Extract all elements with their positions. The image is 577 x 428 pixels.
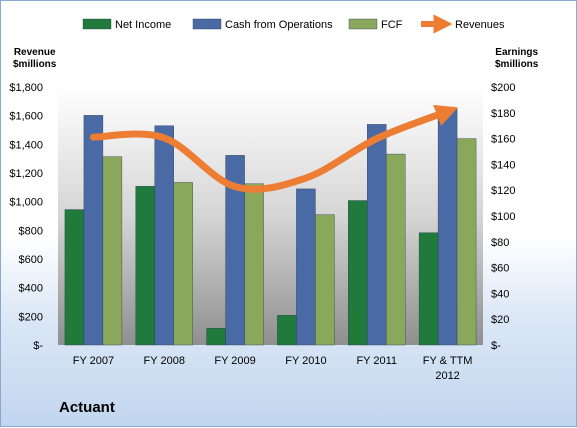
x-tick-label: FY & TTM 2012 <box>423 355 473 382</box>
right-tick-label: $180 <box>491 108 515 120</box>
left-tick-label: $1,400 <box>9 139 43 151</box>
left-tick-label: $- <box>33 340 43 352</box>
legend-swatch-cash-from-operations <box>192 18 222 30</box>
bar-cash-from-operations-0 <box>83 115 104 346</box>
x-tick-label: FY 2008 <box>144 355 185 367</box>
bar-fcf-2 <box>244 183 264 346</box>
right-tick-label: $40 <box>491 288 509 300</box>
left-tick-label: $600 <box>19 254 43 266</box>
bar-cash-from-operations-1 <box>154 125 174 346</box>
x-tick-label: FY 2009 <box>214 355 255 367</box>
bar-net-income-1 <box>135 186 155 346</box>
left-tick-label: $1,200 <box>9 168 43 180</box>
right-tick-label: $60 <box>491 263 509 275</box>
line-revenues <box>89 104 459 193</box>
bar-net-income-4 <box>348 200 368 346</box>
left-tick-label: $400 <box>19 283 43 295</box>
bar-cash-from-operations-4 <box>367 124 387 346</box>
right-tick-label: $80 <box>491 237 509 249</box>
legend-label-cash-from-operations: Cash from Operations <box>225 19 333 31</box>
right-tick-label: $20 <box>491 314 509 326</box>
left-axis-title: Revenue $millions <box>13 47 57 70</box>
bar-net-income-2 <box>206 328 226 346</box>
right-tick-label: $100 <box>491 211 515 223</box>
left-tick-label: $800 <box>19 225 43 237</box>
bar-net-income-0 <box>64 209 85 346</box>
legend-label-revenues: Revenues <box>455 19 505 31</box>
company-name: Actuant <box>59 399 115 416</box>
bar-fcf-4 <box>386 153 406 346</box>
bar-fcf-0 <box>102 156 123 346</box>
left-tick-label: $1,600 <box>9 111 43 123</box>
left-tick-label: $1,800 <box>9 82 43 94</box>
legend-label-net-income: Net Income <box>115 19 171 31</box>
bar-fcf-5 <box>456 138 477 346</box>
bar-cash-from-operations-5 <box>437 108 458 346</box>
plot-area <box>58 87 483 345</box>
bar-net-income-3 <box>277 315 297 346</box>
x-tick-label: FY 2010 <box>285 355 326 367</box>
bar-fcf-3 <box>315 214 335 346</box>
left-tick-label: $1,000 <box>9 197 43 209</box>
bar-net-income-5 <box>418 232 439 346</box>
left-tick-label: $200 <box>19 311 43 323</box>
right-tick-label: $200 <box>491 82 515 94</box>
x-tick-label: FY 2007 <box>73 355 114 367</box>
right-tick-label: $160 <box>491 134 515 146</box>
bar-fcf-1 <box>173 182 193 346</box>
right-axis-title: Earnings $millions <box>495 47 539 70</box>
right-tick-label: $120 <box>491 185 515 197</box>
bar-cash-from-operations-3 <box>296 188 316 346</box>
legend-swatch-fcf <box>348 18 378 30</box>
right-tick-label: $140 <box>491 159 515 171</box>
right-tick-label: $- <box>491 340 501 352</box>
x-tick-label: FY 2011 <box>356 355 397 367</box>
legend-swatch-net-income <box>82 18 112 30</box>
legend-label-fcf: FCF <box>381 19 403 31</box>
